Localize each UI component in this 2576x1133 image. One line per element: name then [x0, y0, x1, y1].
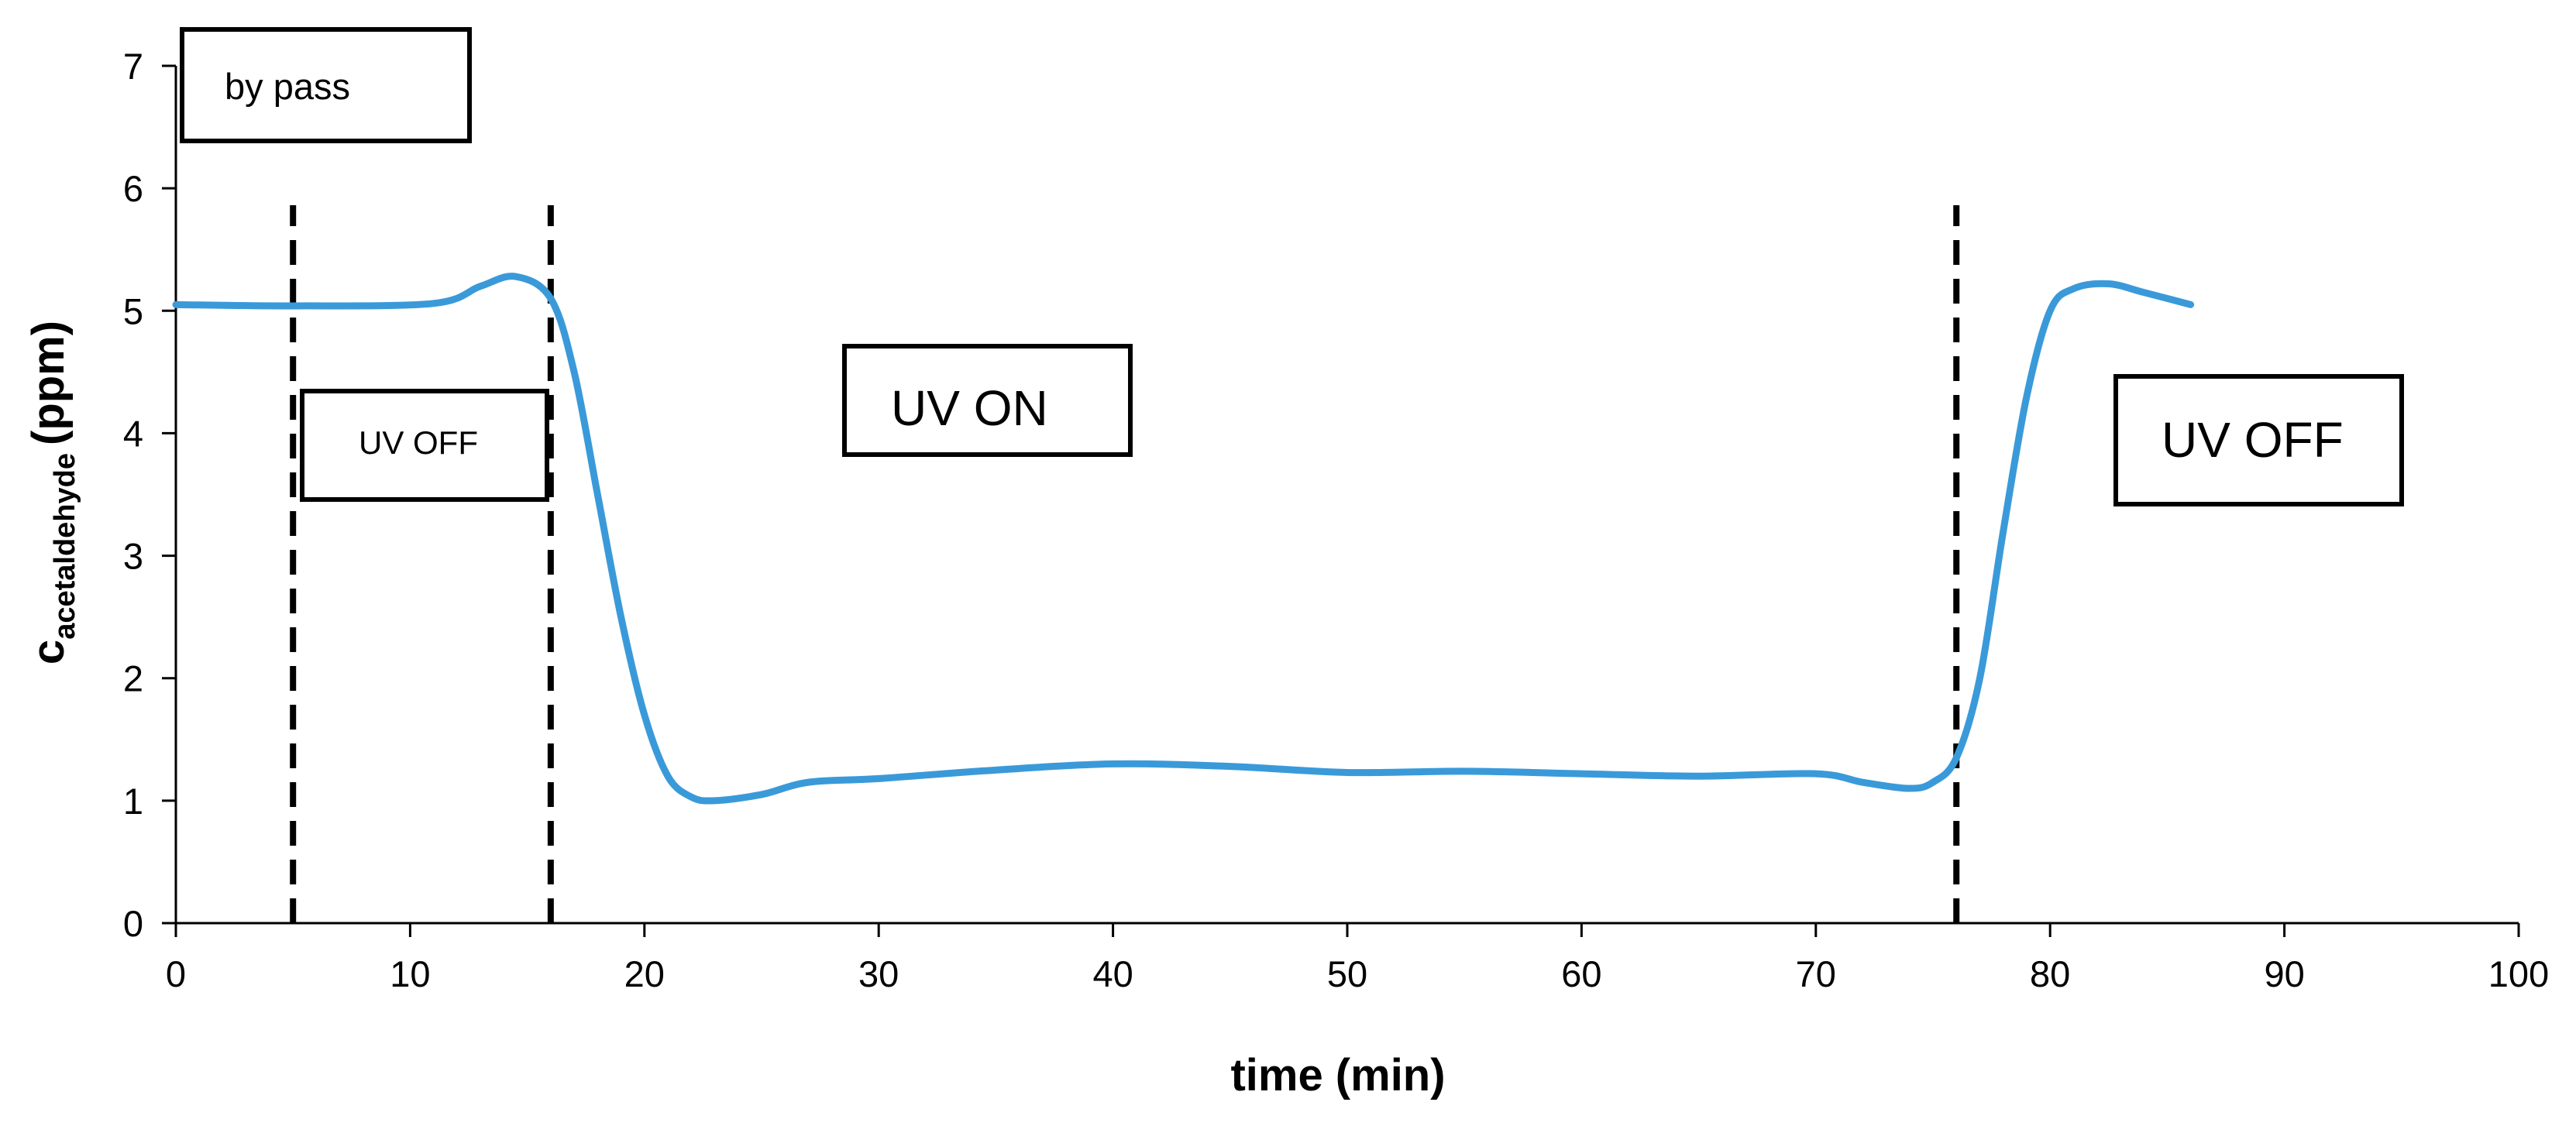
x-tick-label: 20 — [624, 953, 665, 994]
y-tick-label: 3 — [123, 536, 143, 577]
y-tick-label: 4 — [123, 413, 143, 454]
x-tick-label: 50 — [1327, 953, 1367, 994]
data-line — [172, 273, 2195, 805]
x-tick-label: 80 — [2030, 953, 2070, 994]
y-tick-label: 2 — [123, 658, 143, 699]
y-axis-title: cacetaldehyde (ppm) — [23, 321, 81, 664]
x-tick-label: 90 — [2264, 953, 2304, 994]
x-tick-label: 0 — [166, 953, 186, 994]
x-tick-label: 40 — [1092, 953, 1133, 994]
y-tick-label: 1 — [123, 781, 143, 822]
x-tick-label: 100 — [2488, 953, 2549, 994]
y-tick-label: 7 — [123, 46, 143, 87]
annotation: UV OFF — [2162, 412, 2344, 468]
annotation-box — [842, 344, 1133, 457]
x-tick-label: 60 — [1561, 953, 1601, 994]
annotation: UV OFF — [359, 424, 478, 461]
x-tick-label: 70 — [1796, 953, 1836, 994]
annotation-box — [300, 389, 549, 502]
annotation-box — [180, 27, 472, 143]
y-tick-label: 6 — [123, 168, 143, 209]
annotation: by pass — [225, 66, 350, 107]
y-axis-title-main: c — [23, 640, 74, 664]
annotation: UV ON — [891, 380, 1048, 436]
y-tick-label: 5 — [123, 290, 143, 331]
annotation-box — [2113, 374, 2404, 506]
y-tick-label: 0 — [123, 903, 143, 944]
y-axis-title-subscript: acetaldehyde — [49, 453, 81, 640]
x-tick-label: 30 — [858, 953, 899, 994]
y-axis-title-unit: (ppm) — [23, 321, 74, 445]
x-tick-label: 10 — [390, 953, 430, 994]
x-axis-title: time (min) — [1230, 1050, 1445, 1100]
